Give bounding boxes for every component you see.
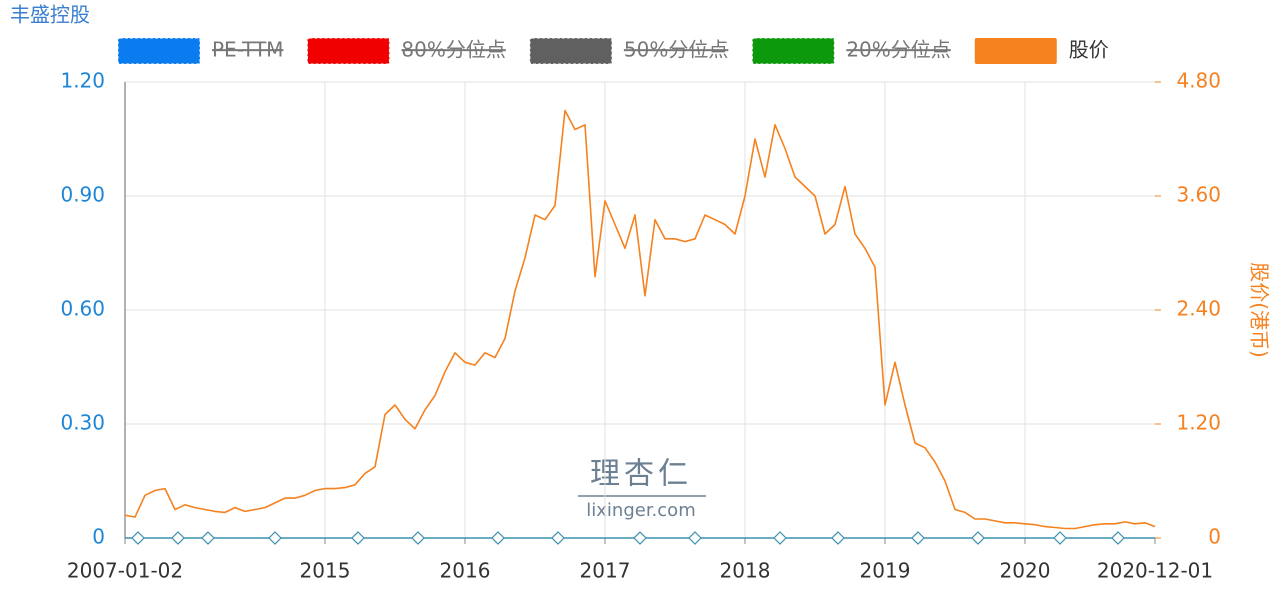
event-marker xyxy=(171,531,185,545)
x-tick-label: 2020-12-01 xyxy=(1097,559,1213,583)
event-marker xyxy=(633,531,647,545)
event-marker xyxy=(971,531,985,545)
event-marker xyxy=(131,531,145,545)
legend-label[interactable]: 50%分位点 xyxy=(624,38,728,62)
x-tick-label: 2018 xyxy=(720,559,771,583)
x-tick-label: 2016 xyxy=(440,559,491,583)
event-marker xyxy=(551,531,565,545)
y-tick-label: 0.30 xyxy=(60,411,105,435)
x-tick-label: 2015 xyxy=(300,559,351,583)
x-tick-label: 2019 xyxy=(860,559,911,583)
event-marker xyxy=(773,531,787,545)
event-marker xyxy=(1053,531,1067,545)
legend-label[interactable]: PE-TTM xyxy=(212,38,283,62)
y2-tick-label: 3.60 xyxy=(1176,183,1221,207)
event-marker xyxy=(831,531,845,545)
watermark-logo: 理杏仁 xyxy=(590,457,692,492)
legend-swatch[interactable] xyxy=(306,37,390,65)
event-marker xyxy=(491,531,505,545)
legend-swatch[interactable] xyxy=(751,37,835,65)
legend-label[interactable]: 80%分位点 xyxy=(401,38,505,62)
y2-tick-label: 1.20 xyxy=(1176,411,1221,435)
event-marker xyxy=(268,531,282,545)
y2-axis-title: 股价(港币) xyxy=(1248,262,1272,358)
event-marker xyxy=(911,531,925,545)
y-tick-label: 1.20 xyxy=(60,69,105,93)
y-tick-label: 0.90 xyxy=(60,183,105,207)
y2-tick-label: 0 xyxy=(1208,525,1221,549)
legend-swatch[interactable] xyxy=(117,37,201,65)
legend-label[interactable]: 20%分位点 xyxy=(846,38,950,62)
x-tick-label: 2007-01-02 xyxy=(67,559,183,583)
watermark-url: lixinger.com xyxy=(586,500,695,521)
chart-title: 丰盛控股 xyxy=(10,3,90,27)
x-tick-label: 2017 xyxy=(580,559,631,583)
watermark: 理杏仁 lixinger.com xyxy=(578,457,706,521)
event-marker xyxy=(201,531,215,545)
legend-swatch[interactable] xyxy=(529,37,613,65)
event-marker xyxy=(351,531,365,545)
y-tick-label: 0 xyxy=(92,525,105,549)
y2-tick-label: 4.80 xyxy=(1176,69,1221,93)
price-line xyxy=(124,109,1156,530)
y-tick-label: 0.60 xyxy=(60,297,105,321)
legend-swatch[interactable] xyxy=(974,38,1057,64)
legend-label[interactable]: 股价 xyxy=(1069,38,1109,62)
y2-tick-label: 2.40 xyxy=(1176,297,1221,321)
event-marker xyxy=(688,531,702,545)
event-marker xyxy=(411,531,425,545)
x-tick-label: 2020 xyxy=(1000,559,1051,583)
event-marker xyxy=(1111,531,1125,545)
